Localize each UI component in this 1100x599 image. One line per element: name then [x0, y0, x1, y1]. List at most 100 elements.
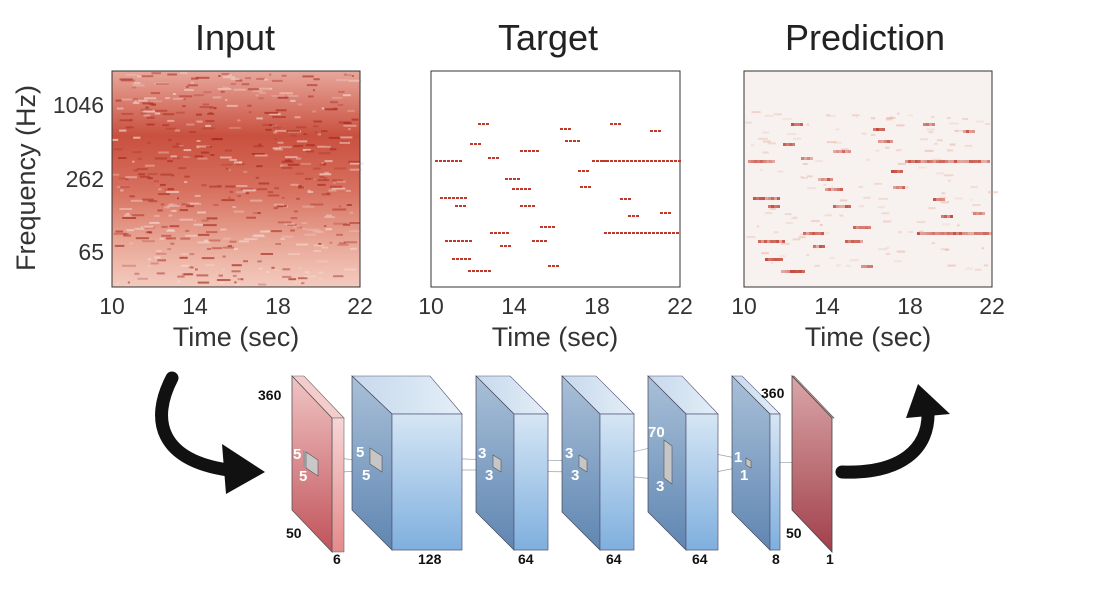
spectrogram-streak [129, 195, 135, 198]
y-tick-262: 262 [66, 166, 104, 192]
spectrogram-streak [206, 217, 218, 220]
spectrogram-streak [345, 189, 351, 192]
spectrogram-streak [267, 194, 280, 197]
target-note [463, 205, 466, 207]
prediction-note [959, 232, 962, 235]
target-note [469, 240, 472, 242]
prediction-note [944, 232, 947, 235]
spectrogram-streak [338, 205, 342, 208]
spectrogram-streak [319, 173, 332, 176]
prediction-note [790, 270, 793, 273]
prediction-note [822, 245, 825, 248]
spectrogram-streak [190, 266, 194, 269]
prediction-faint [956, 129, 964, 132]
x-tick: 18 [584, 293, 610, 319]
spectrogram-streak [310, 203, 324, 206]
spectrogram-streak [343, 73, 351, 76]
spectrogram-streak [232, 206, 237, 209]
prediction-note [975, 160, 978, 163]
spectrogram-streak [195, 76, 210, 79]
spectrogram-streak [193, 94, 204, 97]
spectrogram-streak [188, 266, 193, 269]
prediction-note [923, 232, 926, 235]
prediction-faint [761, 161, 771, 164]
prediction-faint [802, 163, 808, 165]
target-note [528, 205, 531, 207]
spectrogram-streak [164, 97, 171, 100]
spectrogram-streak [119, 208, 132, 210]
prediction-faint [771, 261, 774, 264]
spectrogram-streak [197, 157, 208, 160]
prediction-faint [826, 141, 837, 144]
prediction-faint [819, 224, 823, 226]
prediction-faint [815, 160, 823, 162]
target-note [628, 232, 631, 234]
spectrogram-streak [302, 205, 315, 208]
prediction-faint [824, 214, 832, 217]
prediction-note [803, 232, 806, 235]
prediction-note [758, 240, 761, 243]
prediction-faint [807, 175, 813, 178]
prediction-faint [970, 186, 978, 189]
target-note [498, 232, 501, 234]
spectrogram-streak [293, 145, 304, 148]
prediction-note [977, 232, 980, 235]
spectrogram-streak [209, 185, 222, 188]
spectrogram-streak [250, 199, 263, 202]
spectrogram-streak [161, 234, 172, 237]
spectrogram-streak [142, 110, 156, 113]
spectrogram-streak [125, 176, 137, 179]
spectrogram-streak [181, 203, 191, 206]
spectrogram-streak [279, 146, 292, 149]
spectrogram-streak [290, 229, 295, 232]
target-note [439, 160, 442, 162]
target-note [586, 170, 589, 172]
spectrogram-streak [222, 246, 235, 249]
prediction-note [782, 240, 785, 243]
target-note [460, 197, 463, 199]
target-note [622, 160, 625, 162]
spectrogram-streak [272, 147, 281, 150]
spectrogram-streak [183, 149, 192, 152]
prediction-faint [878, 197, 888, 200]
spectrogram-streak [168, 203, 178, 206]
spectrogram-streak [166, 229, 176, 232]
spectrogram-streak [287, 223, 297, 226]
target-note [560, 128, 563, 130]
spectrogram-streak [193, 219, 196, 222]
prediction-note [771, 205, 774, 208]
spectrogram-streak [342, 223, 351, 226]
layer4-kernel-w: 3 [656, 478, 664, 495]
target-note [548, 265, 551, 267]
target-note [658, 160, 661, 162]
target-note [650, 160, 653, 162]
target-note [644, 232, 647, 234]
prediction-note [848, 150, 851, 153]
spectrogram-streak [275, 109, 287, 112]
spectrogram-streak [321, 193, 331, 196]
prediction-faint [873, 182, 882, 185]
prediction-faint [823, 183, 827, 186]
prediction-notes [745, 111, 998, 273]
spectrogram-streak [129, 242, 134, 245]
spectrogram-streak [208, 239, 221, 242]
spectrogram-streak [284, 159, 292, 162]
prediction-note [780, 258, 783, 261]
prediction-faint [760, 168, 763, 171]
target-note [532, 150, 535, 152]
prediction-faint [965, 267, 973, 270]
spectrogram-streak [337, 243, 349, 246]
spectrogram-streak [281, 166, 293, 169]
prediction-faint [885, 118, 893, 121]
spectrogram-streak [273, 126, 281, 129]
prediction-note [759, 197, 762, 200]
target-note [540, 226, 543, 228]
prediction-note [936, 198, 939, 201]
prediction-note [947, 215, 950, 218]
spectrogram-streak [191, 77, 199, 80]
prediction-faint [845, 264, 851, 267]
prediction-faint [972, 204, 981, 206]
spectrogram-streak [287, 95, 299, 97]
prediction-note [824, 178, 827, 181]
prediction-note [902, 186, 905, 189]
